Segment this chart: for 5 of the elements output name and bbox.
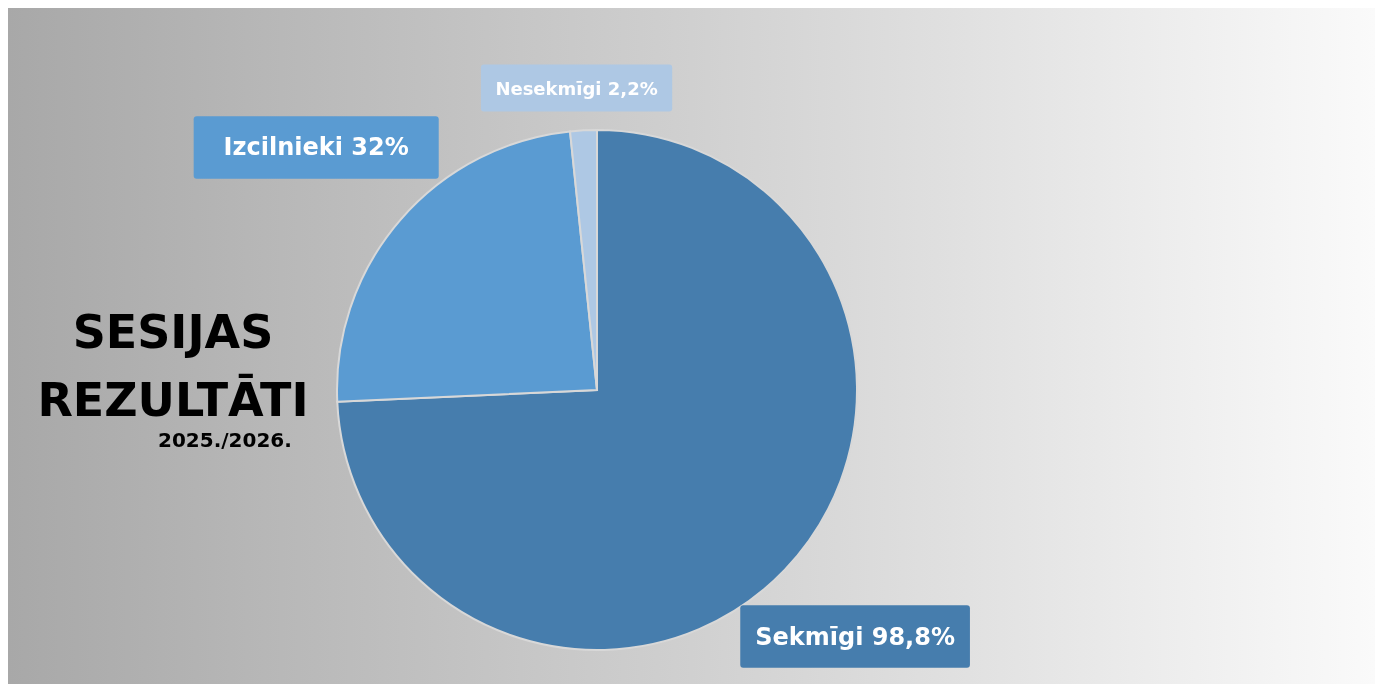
- slice-label: Izcilnieki 32%: [223, 133, 409, 162]
- text: SESIJAS REZULTĀTI: [37, 305, 309, 427]
- slice-label: Sekmīgi 98,8%: [755, 622, 955, 651]
- text: 2025./2026.: [158, 428, 292, 452]
- slice-label: Nesekmīgi 2,2%: [495, 77, 658, 99]
